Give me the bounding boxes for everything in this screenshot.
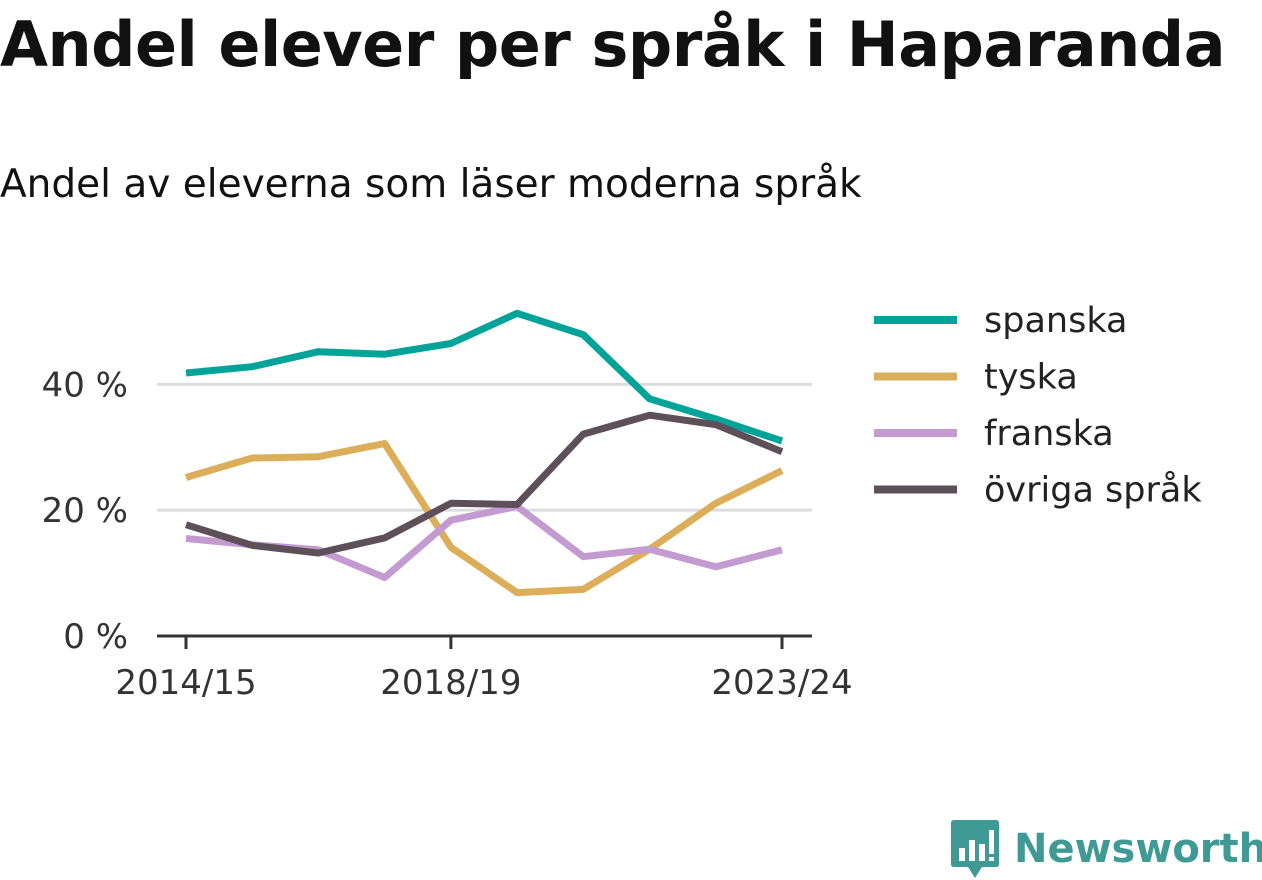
newsworthy-brand: Newsworthy: [950, 818, 1262, 880]
y-tick-label: 20 %: [42, 491, 128, 531]
series-line-spanska: [185, 309, 784, 445]
x-tick-label: 2014/15: [115, 663, 256, 703]
x-tick-label: 2018/19: [380, 663, 521, 703]
series-line-övriga-språk: [184, 411, 784, 557]
chart-title: Andel elever per språk i Haparanda: [0, 8, 1226, 81]
newsworthy-logo-icon: [951, 820, 999, 878]
series-line-tyska: [185, 440, 784, 597]
legend: spanska tyska franska övriga språk: [874, 301, 1202, 511]
legend-label: franska: [984, 414, 1114, 454]
legend-label: övriga språk: [984, 470, 1202, 511]
brand-name: Newsworthy: [1014, 826, 1262, 872]
chart-subtitle: Andel av eleverna som läser moderna språ…: [0, 162, 862, 207]
legend-label: tyska: [984, 358, 1078, 398]
axes: 0 % 20 % 40 % 2014/15 2018/19 2023/24: [42, 365, 853, 703]
y-tick-label: 0 %: [63, 617, 128, 657]
x-tick-label: 2023/24: [711, 663, 852, 703]
y-tick-label: 40 %: [42, 365, 128, 405]
series-lines: [184, 309, 784, 597]
legend-label: spanska: [984, 301, 1127, 341]
gridlines: [157, 382, 812, 512]
